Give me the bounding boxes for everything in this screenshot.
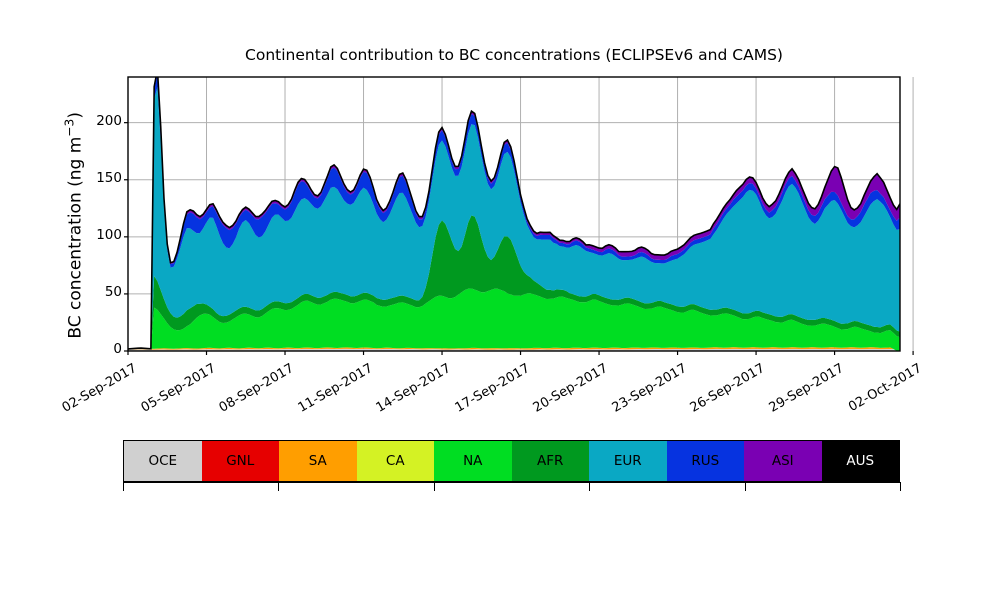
plot-frame [127,76,901,352]
area-series-na [128,288,900,351]
colorbar-cell-aus[interactable]: AUS [821,441,899,481]
colorbar-tick [278,482,280,491]
colorbar-label: OCE [148,453,178,469]
colorbar-cell-sa[interactable]: SA [279,441,357,481]
y-tick-label: 0 [113,341,122,357]
colorbar-cell-afr[interactable]: AFR [511,441,589,481]
y-tick-label: 200 [96,112,122,129]
colorbar-tick [433,482,435,491]
colorbar-axis-line [123,482,900,483]
colorbar-label: EUR [613,453,642,469]
colorbar-cell-rus[interactable]: RUS [666,441,744,481]
colorbar-cell-ca[interactable]: CA [356,441,434,481]
area-series-afr [128,215,900,349]
colorbar-cell-na[interactable]: NA [434,441,512,481]
area-series-eur [128,87,900,349]
y-tick-label: 100 [96,226,122,243]
colorbar-tick [589,482,591,491]
colorbar-label: CA [385,453,405,469]
colorbar-label: RUS [691,453,720,469]
area-series-rus [128,77,900,349]
y-tick-label: 50 [104,283,122,300]
tick-marks [124,122,914,355]
colorbar-cell-eur[interactable]: EUR [589,441,667,481]
total-outline [128,77,900,350]
category-colorbar[interactable]: OCE GNL SA CA NA AFR EUR RUS ASI AUS [123,440,900,482]
colorbar-label: NA [463,453,483,469]
chart-title: Continental contribution to BC concentra… [245,46,783,64]
colorbar-tick [123,482,124,491]
colorbar-cell-gnl[interactable]: GNL [201,441,279,481]
y-tick-label: 150 [96,169,122,186]
colorbar-tick [900,482,901,491]
colorbar-cell-asi[interactable]: ASI [744,441,822,481]
colorbar-cell-oce[interactable]: OCE [124,441,202,481]
colorbar-label: SA [308,453,327,469]
colorbar-label: AUS [846,453,875,469]
colorbar-label: ASI [771,453,794,469]
colorbar-tick [744,482,746,491]
area-series-sa [128,347,900,351]
colorbar-label: GNL [226,453,255,469]
stacked-areas [128,77,900,351]
colorbar-label: AFR [537,453,564,469]
